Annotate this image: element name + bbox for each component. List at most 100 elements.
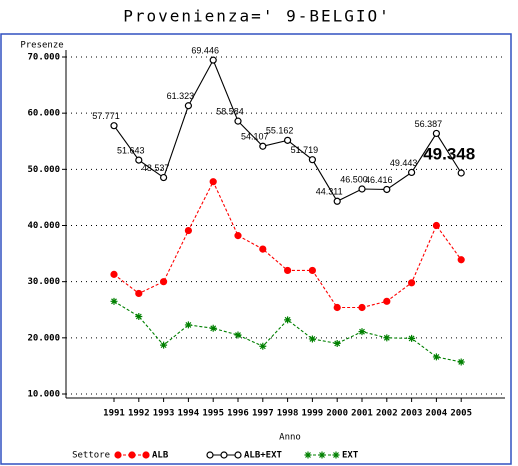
marker bbox=[408, 168, 416, 177]
marker bbox=[333, 303, 341, 312]
data-label: 55.162 bbox=[266, 126, 294, 136]
x-tick-label: 1993 bbox=[153, 409, 175, 419]
data-label: 46.416 bbox=[365, 175, 393, 185]
x-tick-label: 1998 bbox=[277, 409, 299, 419]
data-label: 69.446 bbox=[191, 45, 219, 55]
x-tick-label: 1992 bbox=[128, 409, 150, 419]
x-tick-label: 2004 bbox=[426, 409, 448, 419]
y-tick-label: 60.000 bbox=[27, 109, 60, 119]
data-label: 54.107 bbox=[241, 132, 269, 142]
legend-marker bbox=[114, 451, 122, 459]
x-tick-label: 1995 bbox=[202, 409, 224, 419]
marker bbox=[110, 270, 118, 278]
data-label: 58.584 bbox=[216, 106, 244, 116]
x-tick-label: 2005 bbox=[450, 409, 472, 419]
y-tick-label: 50.000 bbox=[27, 165, 60, 175]
x-tick-label: 2001 bbox=[351, 409, 373, 419]
marker bbox=[160, 278, 168, 286]
marker bbox=[308, 156, 316, 164]
legend-label: ALB+EXT bbox=[244, 451, 283, 461]
marker bbox=[333, 197, 341, 205]
data-label: 56.387 bbox=[415, 119, 443, 129]
marker bbox=[160, 341, 168, 349]
x-tick-label: 2000 bbox=[326, 409, 348, 419]
marker bbox=[358, 328, 366, 336]
series-line bbox=[113, 300, 462, 363]
marker bbox=[135, 312, 143, 320]
x-tick-label: 1996 bbox=[227, 409, 249, 419]
marker bbox=[209, 324, 217, 332]
data-label: 48.537 bbox=[142, 163, 170, 173]
data-label: 61.323 bbox=[167, 91, 195, 101]
y-tick-label: 40.000 bbox=[27, 221, 60, 231]
marker bbox=[432, 129, 440, 138]
y-tick-label: 70.000 bbox=[27, 53, 60, 63]
marker bbox=[457, 358, 465, 366]
marker bbox=[383, 334, 391, 342]
x-tick-label: 2002 bbox=[376, 409, 398, 419]
legend-marker bbox=[206, 451, 214, 459]
x-tick-label: 1999 bbox=[302, 409, 324, 419]
marker bbox=[383, 297, 391, 305]
marker bbox=[184, 102, 192, 110]
marker bbox=[259, 142, 267, 150]
marker bbox=[284, 136, 292, 144]
marker bbox=[457, 256, 465, 264]
x-tick-label: 2003 bbox=[401, 409, 423, 419]
marker bbox=[383, 185, 391, 194]
legend-marker bbox=[304, 451, 312, 459]
legend-marker bbox=[332, 451, 340, 459]
legend-marker bbox=[318, 451, 326, 459]
marker bbox=[234, 331, 242, 339]
legend-marker bbox=[234, 451, 242, 459]
marker bbox=[259, 245, 267, 253]
chart-title: Provenienza=' 9-BELGIO' bbox=[123, 7, 391, 26]
y-tick-label: 20.000 bbox=[27, 333, 60, 343]
marker bbox=[358, 303, 366, 312]
x-tick-label: 1997 bbox=[252, 409, 274, 419]
data-label: 49.348 bbox=[423, 144, 475, 163]
marker bbox=[308, 266, 316, 275]
marker bbox=[234, 232, 242, 240]
marker bbox=[184, 226, 192, 235]
x-tick-label: 1991 bbox=[103, 409, 125, 419]
marker bbox=[408, 334, 416, 342]
x-tick-label: 1994 bbox=[178, 409, 200, 419]
marker bbox=[209, 178, 217, 186]
data-label: 57.771 bbox=[92, 111, 120, 121]
marker bbox=[284, 316, 292, 324]
legend-marker bbox=[142, 451, 150, 459]
legend-title: Settore bbox=[72, 451, 110, 461]
series-line bbox=[113, 180, 462, 309]
data-label: 51.643 bbox=[117, 145, 145, 155]
data-label: 44.311 bbox=[316, 187, 343, 197]
data-label: 51.719 bbox=[291, 145, 319, 155]
marker bbox=[333, 339, 341, 347]
marker bbox=[408, 279, 416, 287]
data-label: 46.500 bbox=[340, 174, 368, 184]
legend-label: EXT bbox=[342, 451, 359, 461]
marker bbox=[160, 173, 168, 182]
legend-label: ALB bbox=[152, 451, 169, 461]
data-label: 49.443 bbox=[390, 158, 418, 168]
legend-marker bbox=[220, 451, 228, 459]
marker bbox=[432, 353, 440, 361]
y-axis-label: Presenze bbox=[20, 41, 63, 51]
marker bbox=[110, 297, 118, 305]
marker bbox=[209, 56, 217, 64]
marker bbox=[110, 122, 118, 130]
legend-marker bbox=[128, 451, 136, 459]
marker bbox=[284, 266, 292, 275]
marker bbox=[308, 335, 316, 343]
y-tick-label: 30.000 bbox=[27, 277, 60, 287]
marker bbox=[234, 117, 242, 125]
marker bbox=[432, 221, 440, 230]
marker bbox=[457, 169, 465, 177]
marker bbox=[135, 156, 143, 164]
frame bbox=[0, 33, 512, 465]
marker bbox=[135, 289, 143, 298]
y-tick-label: 10.000 bbox=[27, 390, 60, 400]
marker bbox=[259, 342, 267, 350]
marker bbox=[184, 321, 192, 329]
